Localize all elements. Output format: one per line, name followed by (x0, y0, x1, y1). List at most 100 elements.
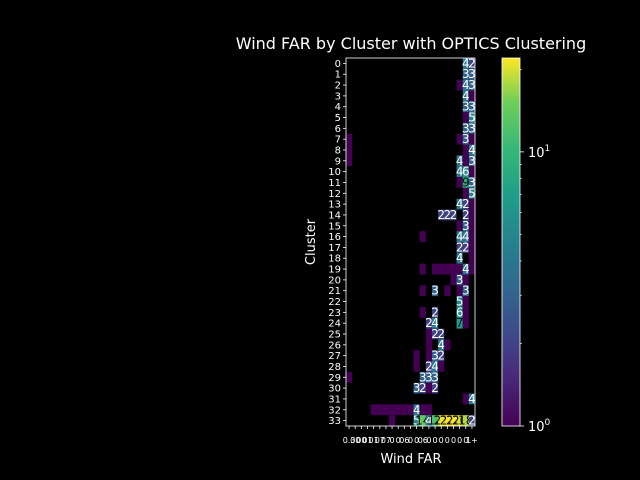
heatmap-cell (346, 155, 353, 167)
heatmap-cell (462, 112, 469, 123)
heatmap-cell (468, 393, 475, 405)
cell-value-label: 5 (468, 111, 476, 125)
x-tick-label: 06 (418, 436, 428, 445)
heatmap-cell (462, 220, 469, 232)
cell-value-label: 3 (468, 78, 476, 92)
heatmap-cell (462, 144, 469, 156)
cell-value-label: 4 (431, 316, 439, 330)
heatmap-cell (468, 166, 475, 178)
cell-value-label: 2 (468, 414, 476, 428)
cell-value-label: 4 (462, 89, 470, 103)
y-tick-label: 16 (328, 232, 341, 243)
cell-value-label: 2 (425, 316, 433, 330)
y-tick-label: 19 (328, 265, 341, 276)
y-tick-label: 24 (328, 319, 341, 330)
heatmap-cell (395, 404, 402, 416)
heatmap-cell (438, 350, 445, 362)
cell-value-label: 3 (425, 370, 433, 384)
cell-value-label: 3 (419, 370, 427, 384)
heatmap-cell (468, 155, 475, 167)
y-tick-label: 12 (328, 189, 341, 200)
x-tick-label: 0 (463, 436, 468, 445)
heatmap-cell (444, 339, 451, 351)
heatmap-cell (419, 415, 426, 426)
heatmap-cell (462, 101, 469, 113)
cell-value-label: 3 (456, 273, 464, 287)
heatmap-cell (456, 231, 463, 242)
y-tick-label: 32 (328, 405, 341, 416)
colorbar (501, 57, 521, 427)
heatmap-cell (346, 144, 353, 156)
heatmap-cell (432, 328, 439, 340)
cell-value-label: 7 (456, 316, 464, 330)
x-tick-label: 0 (445, 436, 450, 445)
heatmap-cell (438, 209, 445, 221)
heatmap-cell (468, 209, 475, 221)
cell-value-label: 2 (431, 327, 439, 341)
x-tick-label: 0 (408, 436, 413, 445)
heatmap-cell (444, 415, 451, 426)
heatmap-cell (456, 317, 463, 329)
heatmap-cell (462, 263, 469, 275)
heatmap-cell (432, 317, 439, 329)
heatmap-cell (468, 231, 475, 242)
heatmap-cell (462, 166, 469, 178)
heatmap-cell (370, 404, 377, 416)
heatmap-cell (468, 112, 475, 123)
heatmap-cell (462, 177, 469, 188)
heatmap-cell (425, 404, 432, 416)
heatmap-cell (456, 252, 463, 264)
heatmap-cell (425, 382, 432, 394)
y-tick-label: 11 (328, 178, 341, 189)
heatmap-cell (462, 231, 469, 242)
cell-value-label: 4 (462, 230, 470, 244)
cell-value-label: 4 (413, 403, 421, 417)
heatmap-cell (468, 101, 475, 113)
colorbar-ticks: 100 101 (520, 69, 551, 435)
colorbar-tick-label: 100 (528, 418, 551, 435)
heatmap-cell (425, 371, 432, 383)
cell-value-label: 4 (456, 230, 464, 244)
heatmap-cell (468, 220, 475, 232)
y-tick-label: 10 (328, 167, 341, 178)
heatmap-cell (444, 285, 451, 297)
heatmap-cell (468, 187, 475, 199)
cell-value-label: 2 (444, 208, 452, 222)
cell-value-label: 2 (419, 381, 427, 395)
heatmap-cell (419, 306, 426, 318)
y-axis-ticks: 0123456789101112131415161718192021222324… (328, 59, 346, 427)
x-axis-label: Wind FAR (380, 452, 441, 467)
heatmap-cell (462, 242, 469, 253)
x-tick-label: 0 (433, 436, 438, 445)
cell-value-label: 2 (437, 327, 445, 341)
y-axis-label: Cluster (304, 218, 319, 265)
heatmap-cell (413, 382, 420, 394)
cell-value-label: 4 (468, 143, 476, 157)
heatmap-cell (432, 415, 439, 426)
heatmap-cell (450, 263, 457, 275)
heatmap-cell (468, 177, 475, 188)
cell-value-label: 2 (462, 208, 470, 222)
cell-value-label: 6 (462, 165, 470, 179)
heatmap-cell (456, 198, 463, 210)
y-tick-label: 31 (328, 394, 341, 405)
y-tick-label: 18 (328, 254, 341, 265)
heatmap-cell (438, 339, 445, 351)
heatmap-cell (456, 155, 463, 167)
heatmap-cell (468, 252, 475, 264)
heatmap-cell (456, 220, 463, 232)
cell-value-label: 4 (431, 359, 439, 373)
heatmap-cell (456, 79, 463, 91)
cell-value-label: 3 (462, 132, 470, 146)
heatmap-cell (462, 133, 469, 145)
cell-value-label: 4 (462, 56, 470, 70)
heatmap-cell (438, 361, 445, 372)
heatmap-cell (425, 328, 432, 340)
cell-value-label: 6 (456, 305, 464, 319)
cell-value-label: 5 (468, 186, 476, 200)
heatmap-cell (456, 306, 463, 318)
heatmap-cell (376, 404, 383, 416)
